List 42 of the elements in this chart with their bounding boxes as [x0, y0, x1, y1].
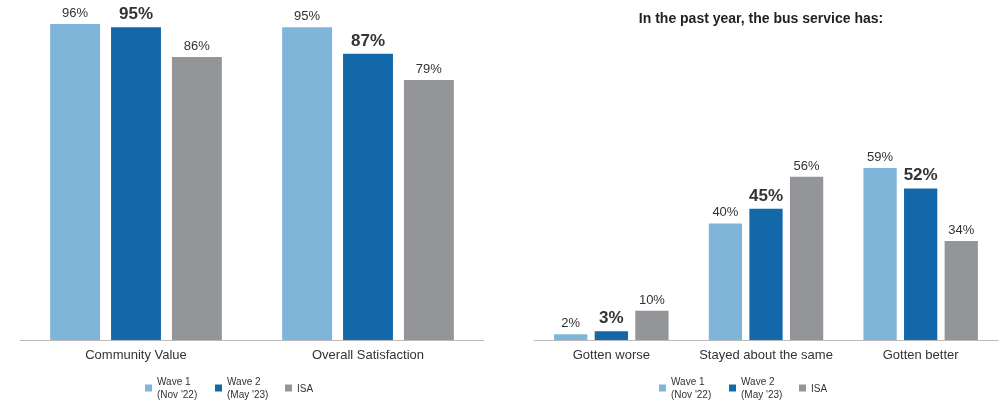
data-label: 96%	[62, 5, 89, 20]
x-tick-label: Community Value	[85, 347, 187, 362]
bar	[748, 208, 783, 340]
data-label: 45%	[748, 185, 783, 205]
data-label: 52%	[903, 165, 938, 185]
bar	[944, 240, 978, 340]
legend-label: Wave 1 (Nov '22)	[670, 376, 711, 400]
data-label: 86%	[183, 37, 211, 53]
legend-label: Wave 2 (May '23)	[740, 376, 782, 400]
bar	[553, 334, 587, 340]
data-label: 10%	[638, 291, 665, 307]
data-label: 87%	[350, 30, 386, 50]
legend-label: ISA	[810, 382, 827, 394]
x-tick-label: Gotten better	[882, 347, 959, 362]
data-label: 79%	[415, 60, 443, 76]
bar	[903, 188, 937, 340]
x-tick-label: Gotten worse	[572, 347, 650, 362]
bar	[282, 27, 333, 340]
legend-label: ISA	[297, 382, 314, 394]
bar	[343, 53, 393, 340]
x-tick-label: Overall Satisfaction	[312, 347, 424, 362]
bar	[403, 79, 454, 340]
data-label: 40%	[711, 204, 739, 220]
bar	[862, 168, 897, 340]
bar	[634, 310, 669, 340]
bar	[708, 223, 742, 340]
legend-label: Wave 1 (Nov '22)	[157, 376, 198, 400]
data-label: 3%	[598, 308, 624, 328]
chart-title: In the past year, the bus service has:	[638, 10, 883, 26]
x-tick-label: Stayed about the same	[698, 347, 833, 362]
bar	[789, 176, 823, 340]
data-label: 34%	[947, 221, 975, 237]
bar	[50, 24, 101, 340]
data-label: 95%	[294, 8, 321, 24]
bar	[171, 56, 222, 340]
bar	[111, 27, 161, 340]
data-label: 56%	[793, 157, 820, 173]
legend-label: Wave 2 (May '23)	[227, 376, 269, 400]
bar	[594, 331, 628, 340]
data-label: 2%	[560, 315, 581, 331]
data-label: 59%	[866, 149, 894, 164]
data-label: 95%	[118, 4, 154, 24]
